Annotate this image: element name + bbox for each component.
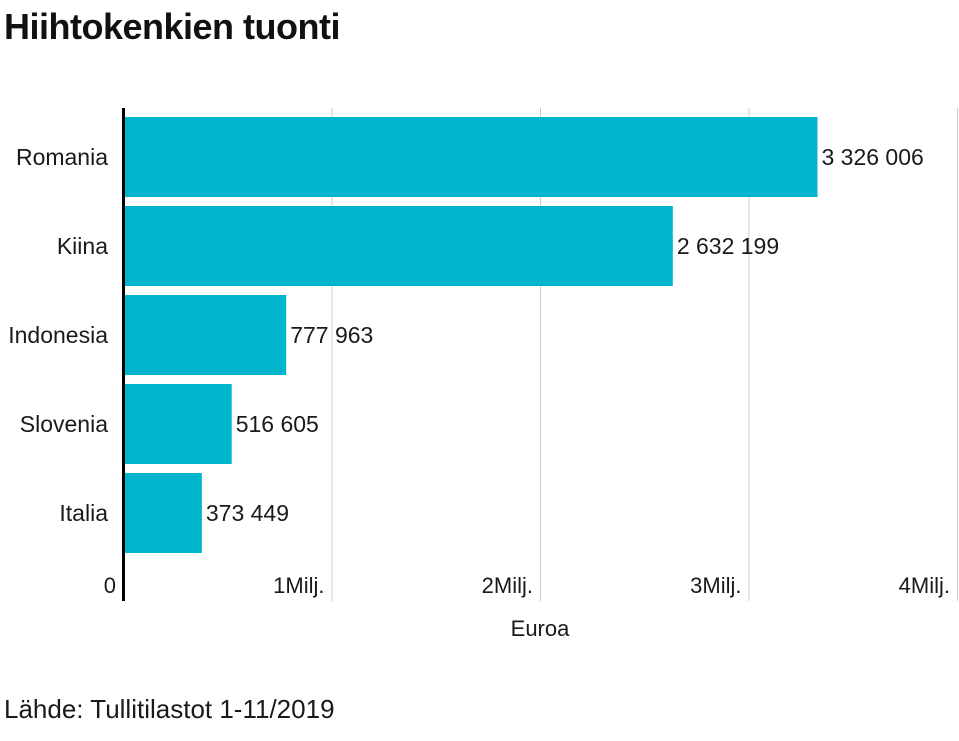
x-tick-label: 0 bbox=[104, 573, 116, 598]
x-tick-label: 3Milj. bbox=[690, 573, 741, 598]
category-label: Romania bbox=[16, 144, 108, 170]
category-label: Indonesia bbox=[8, 322, 108, 348]
value-label: 777 963 bbox=[290, 322, 373, 348]
bar bbox=[124, 473, 202, 553]
bars bbox=[124, 117, 818, 553]
x-tick-label: 2Milj. bbox=[482, 573, 533, 598]
category-label: Kiina bbox=[57, 233, 108, 259]
x-tick-label: 1Milj. bbox=[273, 573, 324, 598]
bar-chart: 0 1Milj. 2Milj. 3Milj. 4Milj. Romania 3 326 00… bbox=[8, 108, 958, 641]
bar bbox=[124, 206, 673, 286]
value-label: 3 326 006 bbox=[821, 144, 923, 170]
category-label: Italia bbox=[59, 500, 108, 526]
category-label: Slovenia bbox=[20, 411, 108, 437]
bar bbox=[124, 117, 818, 197]
bar bbox=[124, 384, 232, 464]
x-axis-title: Euroa bbox=[511, 616, 570, 641]
x-tick-label: 4Milj. bbox=[899, 573, 950, 598]
labels: 0 1Milj. 2Milj. 3Milj. 4Milj. Romania 3 326 00… bbox=[8, 144, 950, 598]
value-label: 516 605 bbox=[236, 411, 319, 437]
source-note: Lähde: Tullitilastot 1-11/2019 bbox=[4, 694, 335, 724]
bar bbox=[124, 295, 287, 375]
chart-title: Hiihtokenkien tuonti bbox=[4, 6, 341, 47]
value-label: 2 632 199 bbox=[677, 233, 779, 259]
value-label: 373 449 bbox=[206, 500, 289, 526]
